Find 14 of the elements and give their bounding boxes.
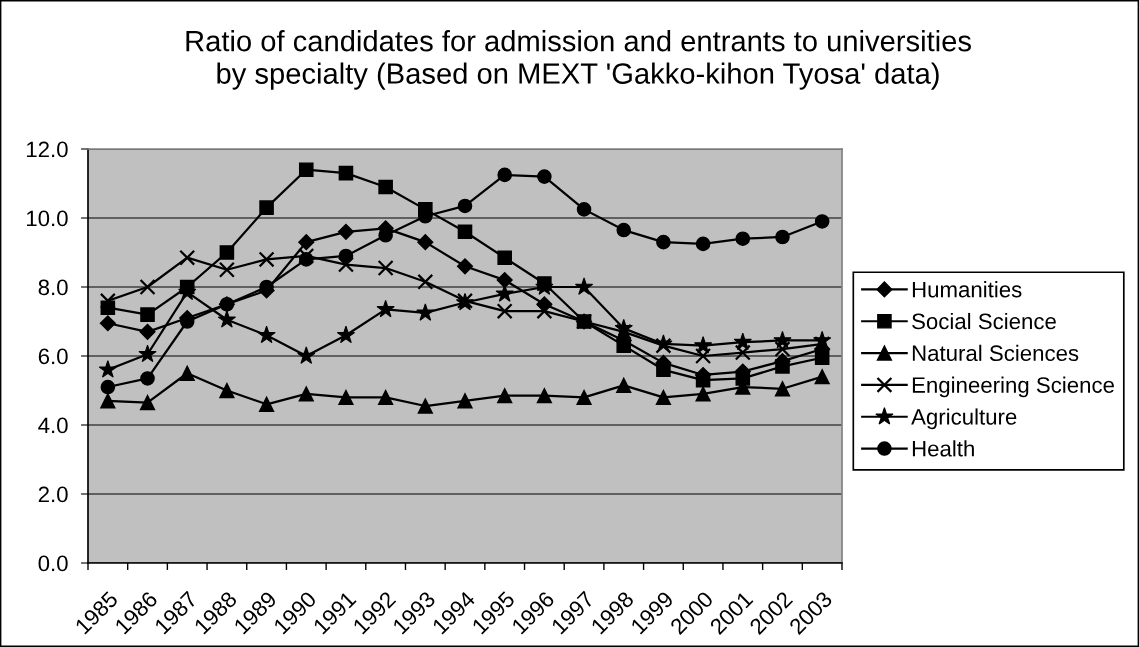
legend-label: Agriculture bbox=[911, 408, 1017, 430]
y-tick-label: 0.0 bbox=[38, 555, 68, 572]
legend-label: Natural Sciences bbox=[912, 344, 1079, 362]
y-tick-label: 4.0 bbox=[38, 417, 68, 434]
legend-label: Health bbox=[912, 440, 974, 457]
y-tick-label: 6.0 bbox=[38, 348, 68, 365]
y-tick-label: 12.0 bbox=[27, 141, 68, 158]
y-tick-label: 10.0 bbox=[27, 210, 68, 227]
legend-label: Social Science bbox=[912, 312, 1056, 330]
legend-label: Humanities bbox=[912, 281, 1022, 298]
legend-label: Engineering Science bbox=[912, 376, 1114, 398]
chart-title: Ratio of candidates for admission and entrants to universities by specialty (Based on MEXT 'Gakko-kihon Tyosa' data) bbox=[186, 30, 971, 90]
y-tick-label: 2.0 bbox=[38, 486, 68, 503]
y-tick-label: 8.0 bbox=[38, 279, 68, 296]
